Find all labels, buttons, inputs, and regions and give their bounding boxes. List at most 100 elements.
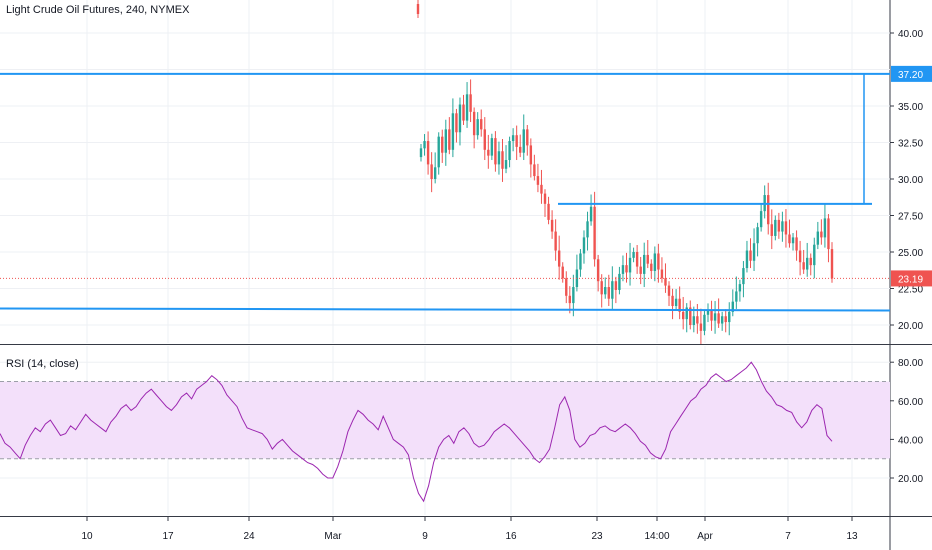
candle-body bbox=[632, 252, 635, 258]
candle-body bbox=[586, 221, 589, 238]
candle-body bbox=[589, 206, 593, 222]
time-tick-label: 7 bbox=[785, 531, 791, 542]
candle-body bbox=[596, 259, 600, 282]
candle-body bbox=[830, 249, 834, 279]
candle-body bbox=[752, 243, 756, 261]
candle-body bbox=[593, 206, 596, 260]
candle-body bbox=[508, 141, 511, 161]
candle-body bbox=[703, 314, 706, 331]
rsi-band-fill bbox=[0, 381, 890, 459]
candle-body bbox=[497, 151, 501, 165]
rsi-tick-label: 60.00 bbox=[898, 397, 923, 408]
candle-body bbox=[742, 268, 745, 285]
price-tick-label: 40.00 bbox=[898, 29, 923, 40]
time-tick-label: 24 bbox=[243, 531, 255, 542]
candle-body bbox=[550, 219, 554, 232]
candle-body bbox=[625, 265, 628, 273]
candle-body bbox=[689, 307, 692, 325]
candle-body bbox=[639, 266, 642, 274]
candle-body bbox=[547, 203, 550, 220]
candle-body bbox=[511, 135, 515, 142]
candle-body bbox=[770, 224, 773, 236]
price-tick-label: 20.00 bbox=[898, 321, 923, 332]
drawing-tools[interactable] bbox=[0, 72, 891, 312]
candle-body bbox=[664, 278, 667, 286]
rsi-axis[interactable]: 20.00 40.00 60.00 80.00 bbox=[890, 358, 923, 485]
candle-body bbox=[720, 316, 724, 324]
candle-body bbox=[671, 295, 674, 307]
candle-body bbox=[519, 146, 522, 153]
candle-body bbox=[561, 266, 564, 279]
candle-body bbox=[419, 148, 423, 158]
candle-body bbox=[713, 313, 717, 321]
candle-body bbox=[543, 193, 547, 204]
candle-body bbox=[731, 301, 734, 312]
candle-body bbox=[540, 184, 543, 194]
current-price-label: 23.19 bbox=[898, 274, 923, 285]
time-tick-label: 10 bbox=[81, 531, 93, 542]
candle-body bbox=[557, 250, 561, 267]
rsi-tick-label: 80.00 bbox=[898, 358, 923, 369]
candle-body bbox=[458, 104, 462, 133]
time-tick-label: 14:00 bbox=[644, 531, 669, 542]
chart-title: Light Crude Oil Futures, 240, NYMEX bbox=[6, 4, 190, 16]
candle-body bbox=[607, 287, 610, 299]
candle-body bbox=[533, 164, 536, 177]
candle-body bbox=[416, 4, 420, 14]
candle-body bbox=[759, 211, 763, 228]
candle-body bbox=[430, 164, 433, 179]
candle-body bbox=[490, 138, 494, 156]
candle-body bbox=[650, 263, 653, 271]
candle-body bbox=[604, 287, 607, 295]
candle-body bbox=[724, 316, 727, 323]
candle-body bbox=[536, 176, 540, 185]
time-axis[interactable]: 10 17 24 Mar 9 16 23 14:00 Apr 7 13 bbox=[81, 517, 858, 542]
candle-body bbox=[678, 298, 681, 312]
candle-body bbox=[501, 151, 504, 169]
candle-body bbox=[462, 104, 465, 121]
candle-body bbox=[472, 111, 476, 136]
candle-body bbox=[710, 310, 713, 321]
candle-body bbox=[469, 94, 472, 112]
price-axis[interactable]: 20.00 22.50 25.00 27.50 30.00 32.50 35.00 40.00… bbox=[890, 0, 932, 343]
candlestick-series bbox=[0, 0, 890, 344]
candle-body bbox=[756, 227, 759, 244]
candle-body bbox=[515, 135, 518, 147]
candle-body bbox=[455, 113, 458, 133]
candle-body bbox=[480, 119, 483, 130]
candle-body bbox=[706, 310, 710, 315]
candle-body bbox=[611, 281, 614, 299]
candle-body bbox=[728, 311, 731, 323]
candle-body bbox=[813, 244, 816, 266]
candle-body bbox=[565, 278, 568, 296]
rsi-line bbox=[0, 361, 833, 503]
time-tick-label: Mar bbox=[324, 531, 342, 542]
candle-body bbox=[426, 141, 430, 165]
candle-body bbox=[621, 265, 625, 274]
candle-body bbox=[444, 129, 448, 153]
candle-body bbox=[795, 237, 798, 251]
candle-body bbox=[774, 219, 777, 236]
candle-body bbox=[738, 284, 742, 292]
candle-body bbox=[660, 269, 664, 279]
candle-body bbox=[745, 250, 749, 269]
candle-body bbox=[777, 219, 781, 232]
rsi-tick-label: 40.00 bbox=[898, 435, 923, 446]
current-price-badge bbox=[891, 270, 932, 287]
candle-body bbox=[699, 323, 703, 331]
candle-body bbox=[572, 287, 575, 304]
candle-body bbox=[628, 257, 632, 273]
rsi-tick-label: 20.00 bbox=[898, 474, 923, 485]
rsi-title: RSI (14, close) bbox=[6, 358, 79, 370]
price-tick-label: 35.00 bbox=[898, 102, 923, 113]
price-tick-label: 32.50 bbox=[898, 139, 923, 150]
candle-body bbox=[643, 254, 646, 274]
price-tick-label: 27.50 bbox=[898, 212, 923, 223]
candle-body bbox=[526, 129, 529, 146]
time-tick-label: 16 bbox=[505, 531, 517, 542]
candle-body bbox=[717, 313, 720, 324]
candle-body bbox=[805, 257, 809, 270]
candle-body bbox=[696, 316, 699, 324]
